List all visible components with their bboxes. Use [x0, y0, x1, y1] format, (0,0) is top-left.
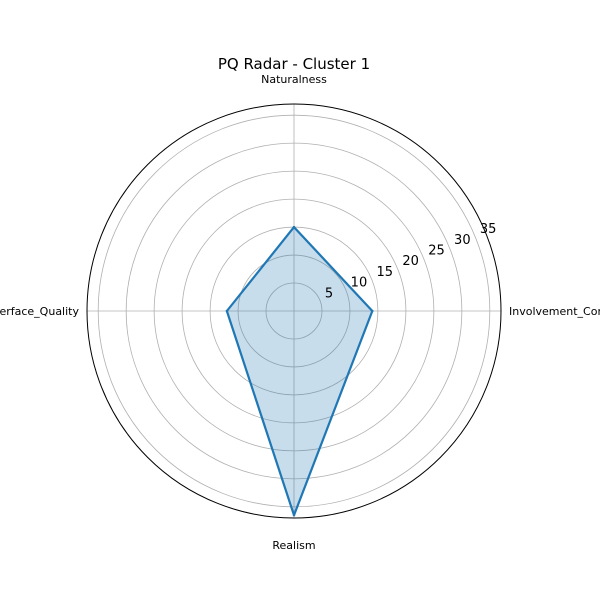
axis-label-involvement_control: Involvement_Control — [509, 305, 600, 318]
r-tick-label: 25 — [428, 243, 445, 258]
r-tick-label: 35 — [480, 222, 497, 237]
r-tick-label: 20 — [402, 254, 419, 269]
r-tick-label: 30 — [454, 233, 471, 248]
axis-label-realism: Realism — [272, 539, 315, 552]
series-area — [226, 227, 373, 516]
data-point-naturalness — [292, 225, 296, 229]
label-layer: 5 10 15 20 25 30 35 Naturalness Involvement_Cont… — [0, 73, 600, 552]
axis-label-naturalness: Naturalness — [261, 73, 327, 86]
data-point-realism — [292, 514, 296, 517]
polar-frame — [86, 103, 502, 519]
axis-label-interface_quality: Interface_Quality — [0, 305, 79, 318]
r-tick-label: 10 — [351, 276, 368, 291]
chart-title: PQ Radar - Cluster 1 — [218, 55, 370, 73]
data-point-involvement_control — [371, 309, 374, 313]
r-tick-label: 5 — [325, 286, 333, 301]
series-layer — [225, 225, 374, 517]
grid-layer — [86, 103, 502, 519]
r-tick-label: 15 — [377, 265, 394, 280]
data-point-interface_quality — [225, 309, 229, 313]
